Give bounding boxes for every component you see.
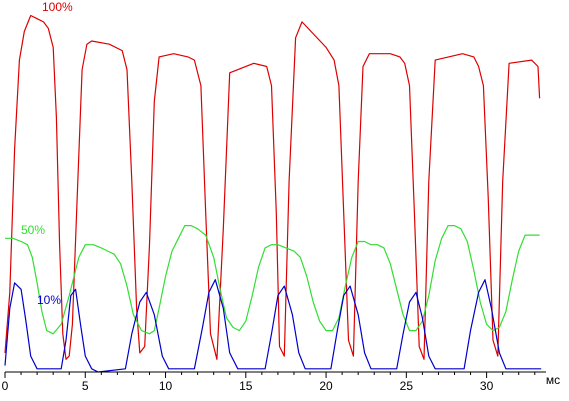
x-tick-label: 30 [480, 379, 494, 393]
x-tick-label: 5 [82, 379, 89, 393]
x-axis-ticks: 0 5 10 15 20 25 30 [2, 372, 536, 393]
x-tick-label: 20 [319, 379, 333, 393]
x-axis-label: мс [546, 373, 560, 387]
series-label-2: 10% [37, 293, 61, 307]
series-layer [4, 14, 542, 373]
x-tick-label: 10 [159, 379, 173, 393]
series-labels: 100% 50% 10% [21, 0, 73, 307]
x-tick-label: 15 [239, 379, 253, 393]
series-line-1 [5, 225, 540, 335]
x-tick-label: 25 [400, 379, 414, 393]
series-line-0 [4, 14, 541, 360]
series-label-0: 100% [42, 0, 73, 14]
x-tick-label: 0 [2, 379, 9, 393]
series-label-1: 50% [21, 223, 45, 237]
series-line-2 [4, 279, 542, 373]
